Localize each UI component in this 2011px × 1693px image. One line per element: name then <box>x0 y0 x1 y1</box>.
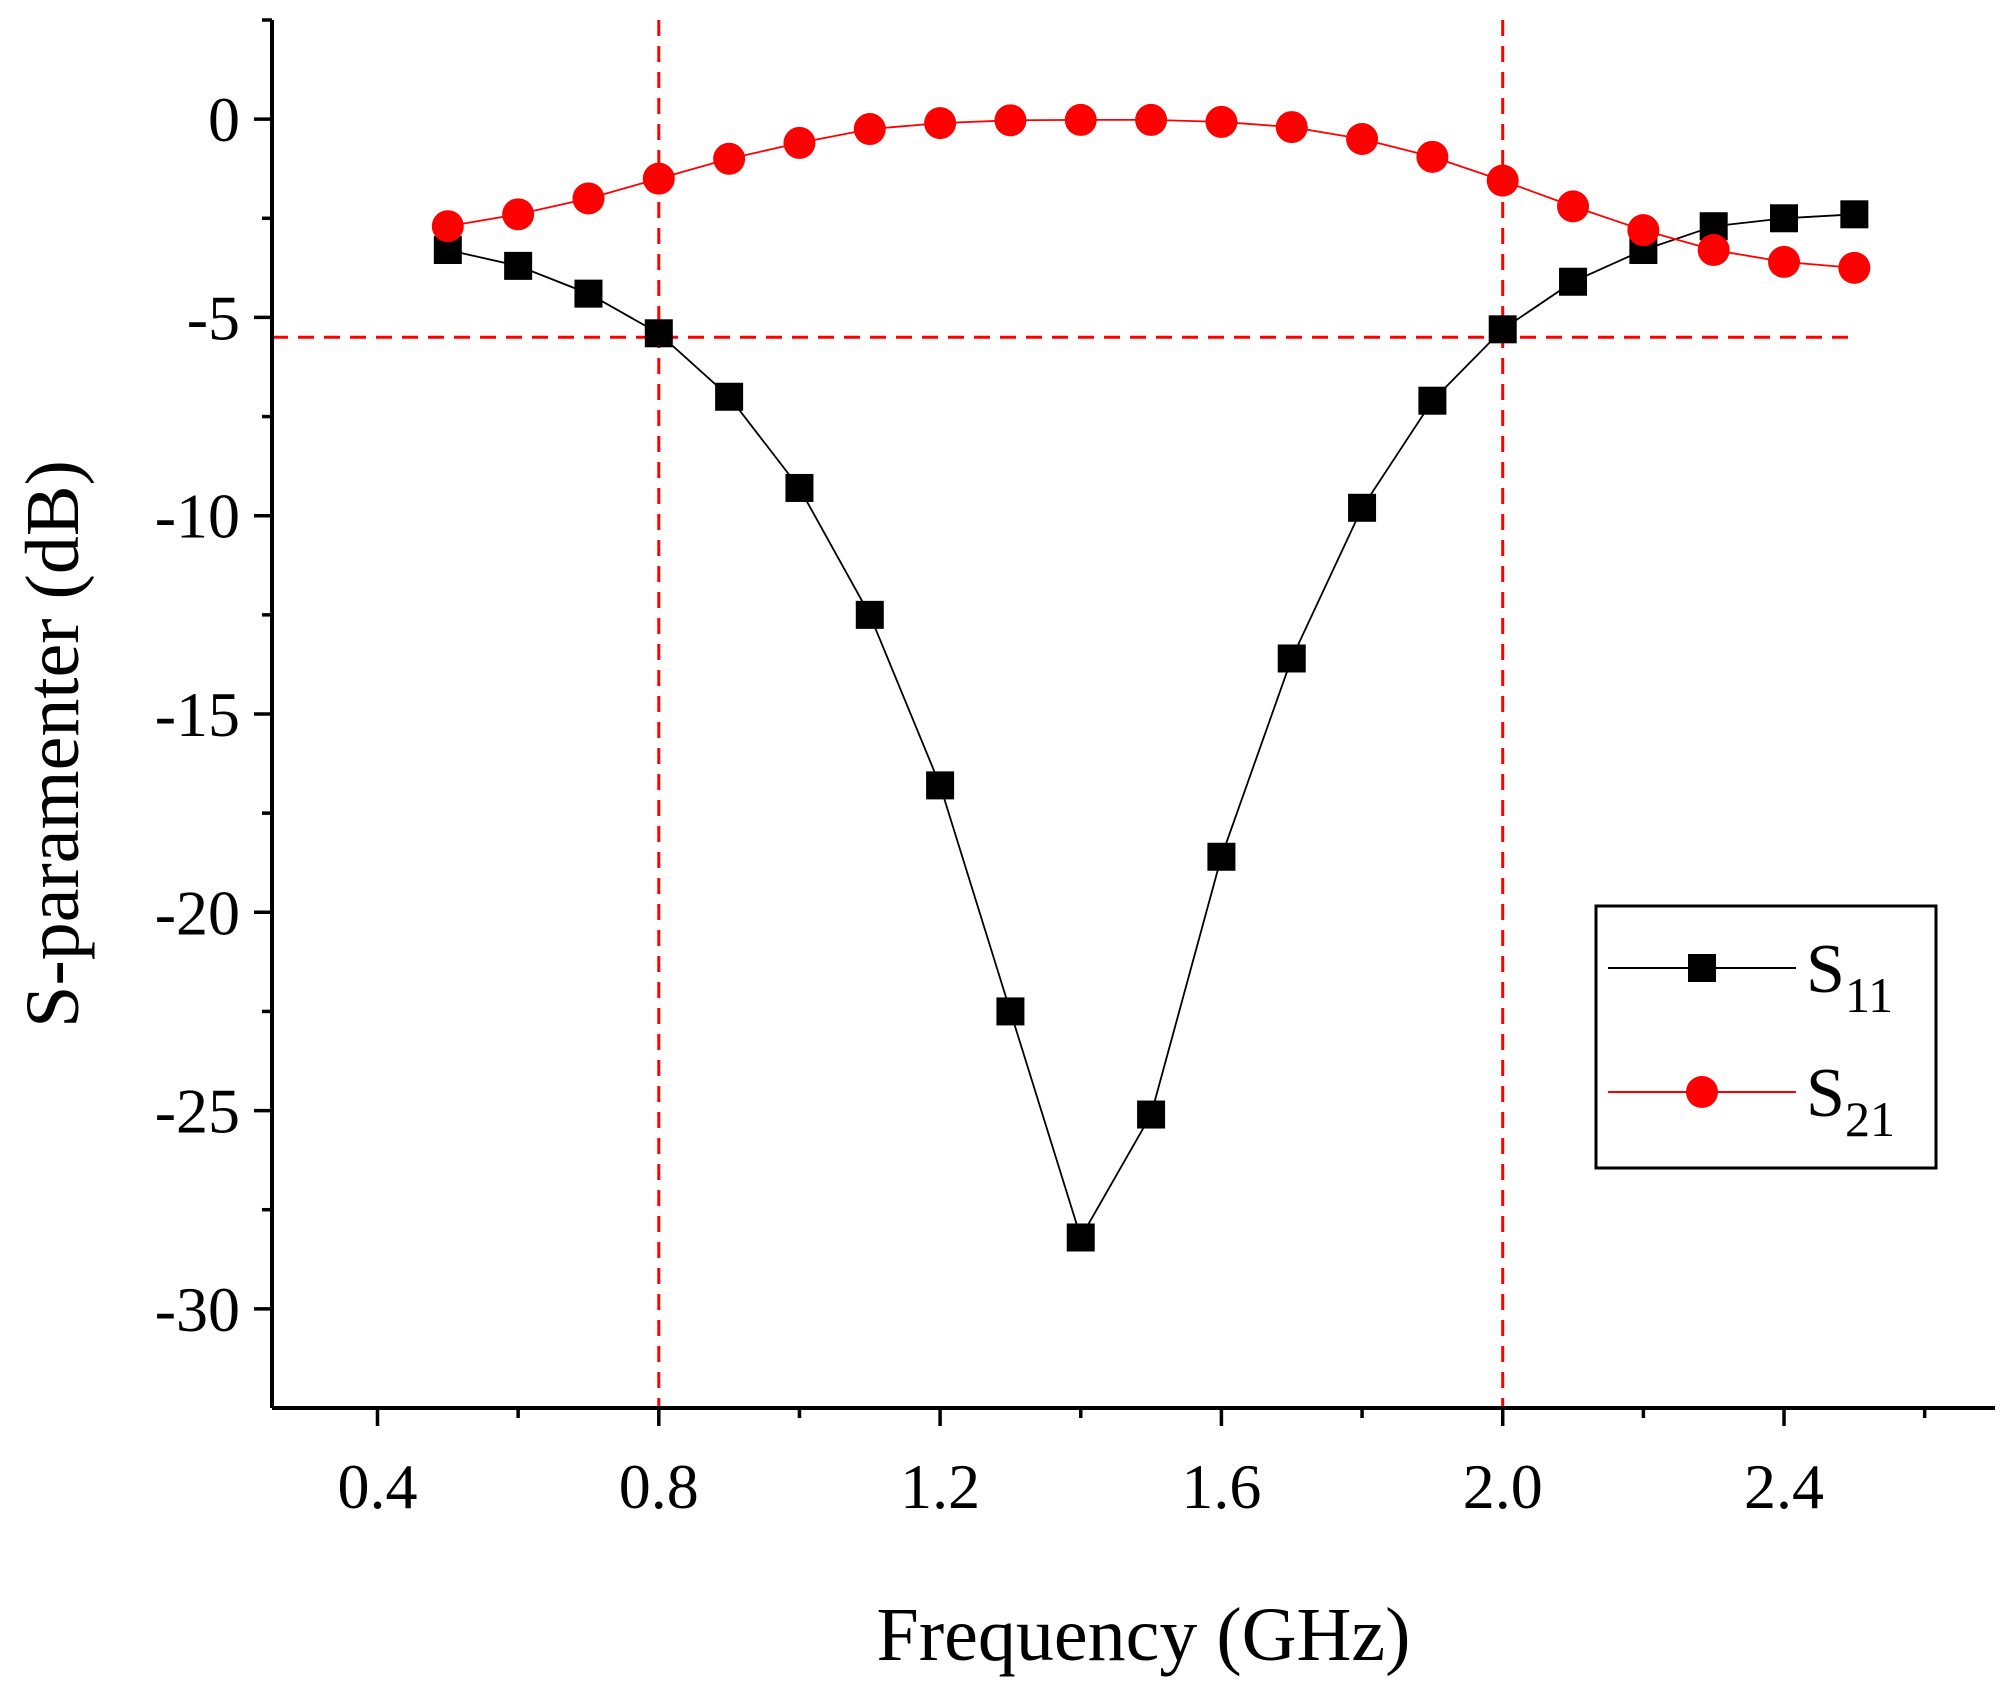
reference-lines <box>272 20 1855 1408</box>
series-s11-point <box>1418 386 1447 415</box>
series-s21-point <box>783 126 816 159</box>
series-s11-point <box>926 771 955 800</box>
y-axis-title: S-paramenter (dB) <box>11 460 95 1028</box>
series-s21-point <box>1627 214 1660 247</box>
series-s21-point <box>994 104 1027 137</box>
y-tick-label: -25 <box>155 1076 240 1147</box>
legend-box <box>1594 904 1938 1170</box>
series-s21-point <box>924 107 957 140</box>
series-layer <box>431 103 1871 1252</box>
series-s11-point <box>855 600 884 629</box>
y-tick-label: 0 <box>208 84 240 155</box>
series-s21-point <box>1275 111 1308 144</box>
series-s11-point <box>1066 1223 1095 1252</box>
series-s21-point <box>853 113 886 146</box>
series-s21-point <box>572 182 605 215</box>
series-s21-point <box>713 142 746 175</box>
series-s11-point <box>1207 842 1236 871</box>
series-s11 <box>433 200 1869 1252</box>
series-s11-point <box>715 382 744 411</box>
series-s21 <box>431 103 1871 284</box>
legend-marker-s11 <box>1688 954 1716 982</box>
series-s21-point <box>1486 164 1519 197</box>
series-s21-point <box>1697 234 1730 267</box>
x-tick-label: 2.0 <box>1463 1451 1543 1522</box>
series-s21-point <box>502 198 535 231</box>
y-tick-label: -20 <box>155 877 240 948</box>
x-tick-label: 1.2 <box>900 1451 980 1522</box>
series-s11-point <box>1137 1100 1166 1129</box>
series-s21-point <box>1416 140 1449 173</box>
series-s11-point <box>996 997 1025 1026</box>
series-s21-point <box>1064 103 1097 136</box>
series-s11-point <box>1348 493 1377 522</box>
x-tick-label: 0.4 <box>337 1451 417 1522</box>
series-s11-point <box>1840 200 1869 229</box>
series-s11-point <box>1559 267 1588 296</box>
series-s11-point <box>574 279 603 308</box>
x-tick-label: 2.4 <box>1744 1451 1824 1522</box>
y-tick-label: -30 <box>155 1274 240 1345</box>
series-s11-point <box>644 319 673 348</box>
x-axis-title: Frequency (GHz) <box>877 1593 1411 1677</box>
series-s21-point <box>1838 251 1871 284</box>
y-tick-label: -5 <box>187 282 240 353</box>
axes: 0.4 0.8 1.2 1.6 2.0 2.4 0 -5 -10 -15 -20 -25 -30 <box>155 18 1995 1522</box>
legend-label-s21: S21 <box>1806 1055 1895 1147</box>
legend-marker-s21 <box>1686 1076 1718 1108</box>
series-s11-point <box>1277 644 1306 673</box>
series-s11-point <box>1770 204 1799 233</box>
series-s11-point <box>1488 315 1517 344</box>
x-tick-label: 0.8 <box>619 1451 699 1522</box>
series-s11-point <box>785 473 814 502</box>
series-s21-point <box>1205 105 1238 138</box>
series-s21-point <box>1557 190 1590 223</box>
series-s11-point <box>504 251 533 280</box>
y-tick-label: -10 <box>155 481 240 552</box>
series-s21-point <box>642 162 675 195</box>
series-s21-point <box>1135 103 1168 136</box>
series-s21-point <box>1768 245 1801 278</box>
x-tick-label: 1.6 <box>1181 1451 1261 1522</box>
y-tick-label: -15 <box>155 679 240 750</box>
series-s21-point <box>431 210 464 243</box>
series-s21-point <box>1346 122 1379 155</box>
legend-label-s11: S11 <box>1806 931 1893 1023</box>
